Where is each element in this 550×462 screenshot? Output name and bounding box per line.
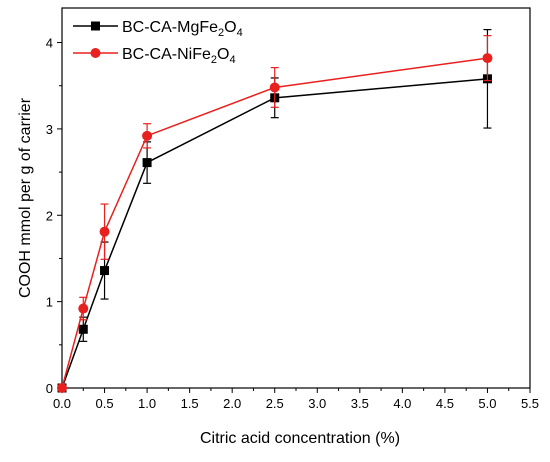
legend-marker-nife2o4 xyxy=(90,48,101,58)
x-tick-label: 0.0 xyxy=(53,396,71,411)
data-point-nife2o4 xyxy=(57,383,67,393)
y-tick-label: 3 xyxy=(46,122,53,137)
x-tick-label: 1.5 xyxy=(181,396,199,411)
x-tick-label: 2.0 xyxy=(223,396,241,411)
legend-label-nife2o4-part3: O xyxy=(217,46,229,63)
data-point-nife2o4 xyxy=(78,303,89,314)
legend-label-nife2o4-part1: BC-CA-NiFe xyxy=(122,46,211,63)
legend-label-mgfe2o4: BC-CA-MgFe2O4 xyxy=(122,19,243,39)
legend-label-mgfe2o4-part2: 2 xyxy=(218,27,224,39)
data-point-nife2o4 xyxy=(99,226,110,237)
data-point-mgfe2o4 xyxy=(100,266,110,276)
data-point-nife2o4 xyxy=(269,82,280,93)
y-axis-title: COOH mmol per g of carrier xyxy=(17,97,34,298)
x-tick-label: 4.0 xyxy=(393,396,411,411)
x-tick-label: 3.5 xyxy=(351,396,369,411)
y-tick-label: 0 xyxy=(46,381,53,396)
data-point-nife2o4 xyxy=(142,130,153,141)
legend-marker-mgfe2o4 xyxy=(91,21,100,31)
data-point-mgfe2o4 xyxy=(78,324,88,334)
x-tick-label: 2.5 xyxy=(266,396,284,411)
legend-label-nife2o4-part4: 4 xyxy=(229,54,235,66)
data-point-nife2o4 xyxy=(482,53,493,64)
legend-label-mgfe2o4-part3: O xyxy=(224,19,236,36)
plot-frame xyxy=(61,7,531,389)
x-tick-label: 5.5 xyxy=(521,396,539,411)
x-tick-label: 4.5 xyxy=(436,396,454,411)
legend-item-mgfe2o4: BC-CA-MgFe2O4 xyxy=(73,19,243,39)
x-tick-label: 5.0 xyxy=(478,396,496,411)
y-tick-label: 4 xyxy=(46,36,53,51)
legend-label-nife2o4: BC-CA-NiFe2O4 xyxy=(122,46,236,66)
x-tick-label: 3.0 xyxy=(308,396,326,411)
x-axis-title: Citric acid concentration (%) xyxy=(200,430,400,447)
series-line-mgfe2o4 xyxy=(61,78,488,389)
series-line-nife2o4 xyxy=(61,57,488,389)
legend-label-mgfe2o4-part4: 4 xyxy=(237,27,243,39)
y-tick-label: 2 xyxy=(46,208,53,223)
x-tick-label: 1.0 xyxy=(138,396,156,411)
y-tick-label: 1 xyxy=(46,295,53,310)
legend: BC-CA-MgFe2O4 BC-CA-NiFe2O4 xyxy=(73,19,243,66)
x-tick-label: 0.5 xyxy=(96,396,114,411)
legend-label-nife2o4-part2: 2 xyxy=(211,54,217,66)
data-point-mgfe2o4 xyxy=(142,158,152,168)
legend-label-mgfe2o4-part1: BC-CA-MgFe xyxy=(122,19,218,36)
plot-area: 0.0 0.5 1.0 1.5 2.0 2.5 3.0 3.5 4.0 4.5 5.0 5.5 0 1 2 3… xyxy=(46,7,539,411)
legend-item-nife2o4: BC-CA-NiFe2O4 xyxy=(73,46,236,66)
